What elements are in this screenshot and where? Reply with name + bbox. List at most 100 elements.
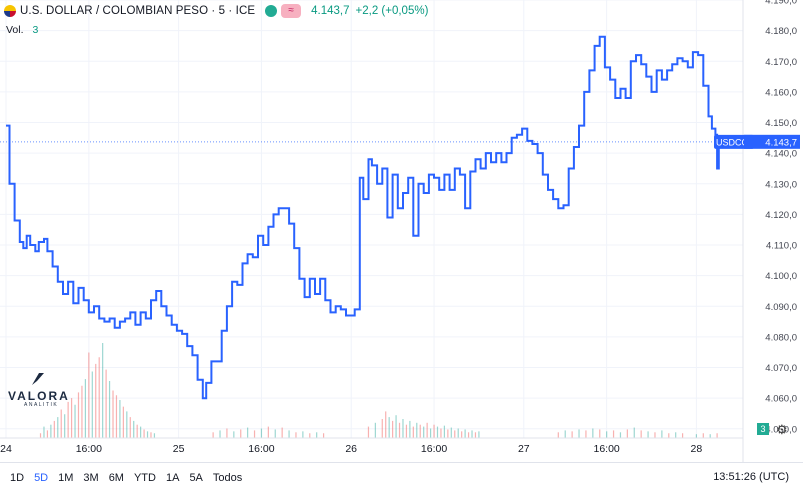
- volume-bar: [471, 430, 473, 438]
- volume-bar: [84, 379, 86, 438]
- timeframe-5d[interactable]: 5D: [34, 471, 49, 484]
- volume-bar: [395, 415, 397, 438]
- timeframe-1m[interactable]: 1M: [58, 471, 74, 484]
- symbol-title[interactable]: U.S. DOLLAR / COLOMBIAN PESO · 5 · ICE: [20, 5, 256, 17]
- volume-bar: [402, 419, 404, 438]
- volume-bar: [122, 406, 124, 438]
- volume-bar: [70, 398, 73, 438]
- volume-bar: [612, 430, 615, 438]
- price-chart[interactable]: 4.050,0 4.060,0 4.070,0 4.080,0 4.090,0 4.100…: [0, 0, 803, 462]
- volume-bar: [143, 429, 145, 438]
- volume-bar: [50, 424, 52, 438]
- volume-bar: [74, 404, 76, 438]
- volume-bar: [81, 385, 83, 438]
- volume-bar: [288, 430, 290, 438]
- volume-bar: [474, 432, 477, 438]
- volume-bar: [702, 433, 704, 438]
- volume-bar: [77, 392, 80, 438]
- logo-subtitle: ANALITIK: [24, 402, 59, 408]
- volume-bar: [571, 431, 573, 438]
- volume-bar: [423, 426, 425, 438]
- volume-bar: [233, 431, 235, 438]
- time-tick-label: 27: [518, 443, 530, 455]
- approx-badge[interactable]: ≈: [281, 4, 302, 18]
- volume-bar: [409, 420, 411, 438]
- logo-name: VALORA: [8, 389, 70, 403]
- volume-bar: [681, 433, 684, 438]
- volume-bar: [146, 431, 149, 438]
- volume-bar: [98, 357, 100, 438]
- volume-bar: [374, 422, 376, 438]
- utc-clock[interactable]: 13:51:26 (UTC): [713, 471, 789, 483]
- volume-bar: [381, 419, 383, 438]
- price-series-line: [6, 35, 720, 400]
- volume-bar: [367, 426, 370, 438]
- timeframe-1a[interactable]: 1A: [165, 471, 180, 484]
- volume-bar: [136, 424, 138, 438]
- volume-bar: [105, 369, 107, 438]
- header-change: +2,2 (+0,05%): [355, 5, 429, 17]
- price-tick-label: 4.060,0: [765, 394, 797, 405]
- volume-bar: [129, 417, 131, 438]
- time-axis[interactable]: 24 16:00 25 16:00 26 16:00 27 16:00 28: [0, 437, 743, 455]
- timeframe-5a[interactable]: 5A: [189, 471, 203, 484]
- time-tick-label: 16:00: [76, 443, 102, 455]
- volume-bar: [640, 430, 642, 438]
- volume-bar: [388, 417, 390, 438]
- volume-bar: [133, 420, 135, 438]
- scale-badge[interactable]: 3: [757, 423, 769, 435]
- volume-bar: [564, 430, 566, 438]
- time-tick-label: 28: [691, 443, 703, 455]
- header-price: 4.143,7: [311, 5, 350, 17]
- volume-bar: [585, 430, 587, 438]
- price-tick-label: 4.170,0: [765, 57, 797, 68]
- price-axis[interactable]: 4.050,0 4.060,0 4.070,0 4.080,0 4.090,0 4.100…: [742, 0, 797, 462]
- volume-value: 3: [32, 24, 39, 36]
- volume-bar: [654, 432, 656, 438]
- price-tick-label: 4.100,0: [765, 271, 797, 282]
- timeframe-3m[interactable]: 3M: [83, 471, 99, 484]
- price-tick-label: 4.090,0: [765, 302, 797, 313]
- time-tick-label: 16:00: [421, 443, 447, 455]
- volume-bar: [212, 432, 214, 438]
- usdcop-flag-icon: [4, 5, 16, 17]
- last-price-label: USDCOP 4.143,7: [714, 134, 800, 149]
- volume-bar: [140, 426, 142, 438]
- volume-bar: [716, 433, 718, 438]
- volume-bar: [150, 432, 152, 438]
- volume-bar: [626, 429, 628, 438]
- timeframe-1d[interactable]: 1D: [10, 471, 25, 484]
- volume-bar: [247, 427, 249, 438]
- volume-bar: [108, 381, 111, 438]
- price-tick-label: 4.130,0: [765, 179, 797, 190]
- volume-bar: [412, 426, 414, 438]
- volume-bar: [606, 431, 608, 438]
- volume-bar: [112, 390, 114, 438]
- volume-bar: [405, 424, 408, 438]
- market-status-icon[interactable]: [265, 5, 278, 17]
- volume-bar: [398, 422, 401, 438]
- volume-bar: [436, 426, 439, 438]
- volume-bar: [709, 434, 711, 438]
- timeframe-ytd[interactable]: YTD: [133, 471, 156, 484]
- volume-bar: [467, 432, 470, 438]
- volume-label: Vol.: [6, 24, 24, 36]
- volume-bar: [443, 425, 446, 438]
- price-tick-label: 4.120,0: [765, 210, 797, 221]
- volume-bar: [39, 433, 42, 438]
- timeframe-todos[interactable]: Todos: [212, 471, 243, 484]
- gear-icon[interactable]: ⚙: [776, 422, 788, 437]
- volume-legend[interactable]: Vol. 3: [6, 24, 38, 36]
- volume-bar: [43, 426, 45, 438]
- volume-bar: [295, 432, 297, 438]
- valora-logo: VALORA ANALITIK: [8, 372, 68, 408]
- volume-bar: [60, 409, 62, 438]
- time-tick-label: 16:00: [248, 443, 274, 455]
- timeframe-6m[interactable]: 6M: [108, 471, 124, 484]
- last-price-tag: [744, 134, 800, 149]
- volume-bar: [53, 420, 55, 438]
- volume-bar: [633, 427, 635, 438]
- volume-bar: [695, 434, 697, 438]
- price-tick-label: 4.190,0: [765, 0, 797, 7]
- volume-bar: [454, 430, 456, 438]
